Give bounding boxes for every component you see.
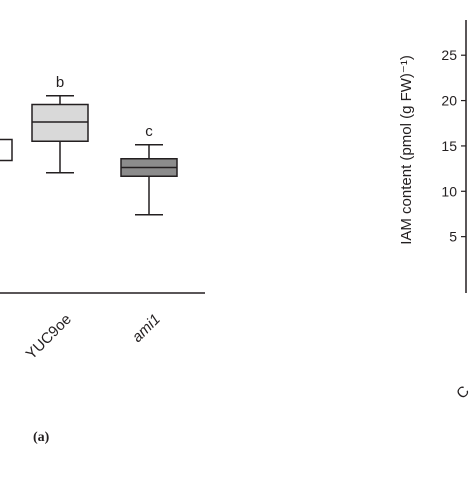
y-tick-label: 20: [441, 93, 457, 109]
y-tick-label: 15: [441, 138, 457, 154]
y-tick-label: 25: [441, 47, 457, 63]
box-YUC9oe: [31, 95, 89, 174]
panel-b-y-ticks: 5 10 15 20 25: [441, 47, 466, 245]
y-tick-label: 5: [449, 229, 457, 245]
y-tick-label: 10: [441, 183, 457, 199]
category-label: ami1: [129, 311, 164, 346]
category-label: YUC9oe: [23, 311, 75, 363]
box-ami1: [120, 144, 178, 216]
significance-letter: c: [145, 123, 153, 140]
iqr-box: [0, 138, 13, 162]
panel-a-boxes: [0, 95, 178, 216]
panel-b-category-label: C: [453, 383, 473, 403]
significance-letter: b: [56, 74, 64, 91]
panel-a: bc YUC9oe ami1 (a): [0, 74, 205, 445]
iqr-box: [31, 103, 89, 142]
panel-a-label: (a): [33, 430, 50, 445]
panel-a-category-labels: YUC9oe ami1: [23, 311, 164, 363]
panel-a-significance-letters: bc: [56, 74, 153, 140]
box-partial: [0, 138, 13, 162]
panel-b-y-axis-label: IAM content (pmol (g FW)⁻¹): [398, 55, 415, 245]
panel-b: 5 10 15 20 25 IAM content (pmol (g FW)⁻¹) C: [398, 20, 473, 402]
